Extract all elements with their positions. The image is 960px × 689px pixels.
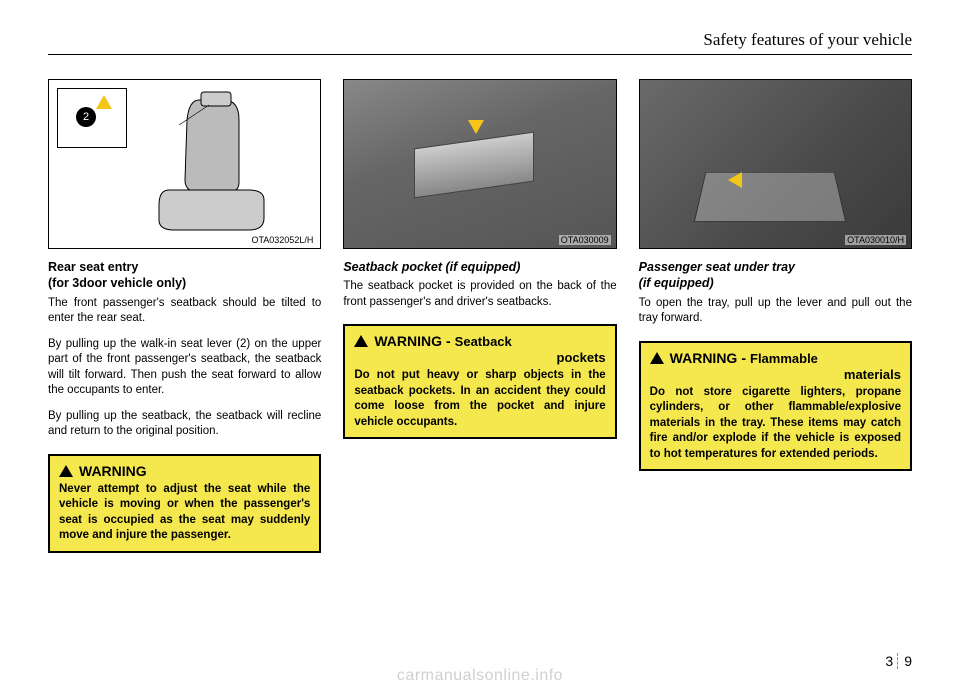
figure-seat-entry: 2 OTA032052L/H xyxy=(48,79,321,249)
warning-box: WARNING - Flammable materials Do not sto… xyxy=(639,341,912,472)
page-header: Safety features of your vehicle xyxy=(48,30,912,50)
column-3: OTA030010/H Passenger seat under tray (i… xyxy=(639,79,912,645)
para: The seatback pocket is provided on the b… xyxy=(343,279,616,310)
warning-header: WARNING - Flammable xyxy=(650,350,901,366)
figure-code: OTA030010/H xyxy=(845,235,906,245)
callout-circle-2: 2 xyxy=(76,107,96,127)
manual-page: Safety features of your vehicle 2 OTA032… xyxy=(0,0,960,689)
tray-box xyxy=(693,172,846,222)
warning-label: WARNING xyxy=(670,350,738,366)
warning-subtitle-line1: Flammable xyxy=(750,351,818,366)
figure-under-tray: OTA030010/H xyxy=(639,79,912,249)
page-number: 9 xyxy=(897,653,912,669)
figure-seatback-pocket: OTA030009 xyxy=(343,79,616,249)
warning-subtitle-line1: Seatback xyxy=(455,334,512,349)
arrow-down-icon xyxy=(468,120,484,134)
para: To open the tray, pull up the lever and … xyxy=(639,296,912,327)
section-heading-rear-seat: Rear seat entry (for 3door vehicle only) xyxy=(48,259,321,292)
heading-line2: (for 3door vehicle only) xyxy=(48,276,186,290)
content-columns: 2 OTA032052L/H Rear seat entry (for 3doo… xyxy=(48,79,912,645)
warning-subtitle-line2: materials xyxy=(844,367,901,382)
figure-inset: 2 xyxy=(57,88,127,148)
page-number-section: 3 xyxy=(885,653,893,669)
warning-dash: - xyxy=(741,350,746,366)
header-rule xyxy=(48,54,912,55)
chapter-title: Safety features of your vehicle xyxy=(703,30,912,50)
column-2: OTA030009 Seatback pocket (if equipped) … xyxy=(343,79,616,645)
warning-body: Do not store cigarette lighters, propane… xyxy=(650,385,901,463)
para: By pulling up the seatback, the seatback… xyxy=(48,409,321,440)
arrow-left-icon xyxy=(728,172,742,188)
para: The front passenger's seatback should be… xyxy=(48,296,321,327)
figure-code: OTA032052L/H xyxy=(249,235,315,245)
warning-header: WARNING - Seatback xyxy=(354,333,605,349)
warning-box: WARNING - Seatback pockets Do not put he… xyxy=(343,324,616,439)
section-heading-under-tray: Passenger seat under tray (if equipped) xyxy=(639,259,912,292)
tray-bg xyxy=(640,80,911,248)
heading-line1: Rear seat entry xyxy=(48,260,138,274)
warning-header: WARNING xyxy=(59,463,310,479)
warning-triangle-icon xyxy=(59,465,73,477)
warning-subtitle-line2: pockets xyxy=(557,350,606,365)
warning-triangle-icon xyxy=(354,335,368,347)
warning-label: WARNING xyxy=(79,463,147,479)
para: By pulling up the walk-in seat lever (2)… xyxy=(48,337,321,399)
arrow-up-icon xyxy=(96,95,112,109)
heading-line2: (if equipped) xyxy=(639,276,714,290)
column-1: 2 OTA032052L/H Rear seat entry (for 3doo… xyxy=(48,79,321,645)
page-footer: 3 9 xyxy=(48,653,912,669)
warning-dash: - xyxy=(446,333,451,349)
warning-body: Never attempt to adjust the seat while t… xyxy=(59,482,310,544)
warning-sub-line2-wrap: pockets xyxy=(354,350,605,365)
figure-code: OTA030009 xyxy=(559,235,611,245)
warning-body: Do not put heavy or sharp objects in the… xyxy=(354,368,605,430)
seat-illustration xyxy=(139,90,299,240)
warning-box: WARNING Never attempt to adjust the seat… xyxy=(48,454,321,553)
warning-sub-line2-wrap: materials xyxy=(650,367,901,382)
heading-line1: Passenger seat under tray xyxy=(639,260,795,274)
warning-label: WARNING xyxy=(374,333,442,349)
warning-triangle-icon xyxy=(650,352,664,364)
section-heading-seatback-pocket: Seatback pocket (if equipped) xyxy=(343,259,616,275)
